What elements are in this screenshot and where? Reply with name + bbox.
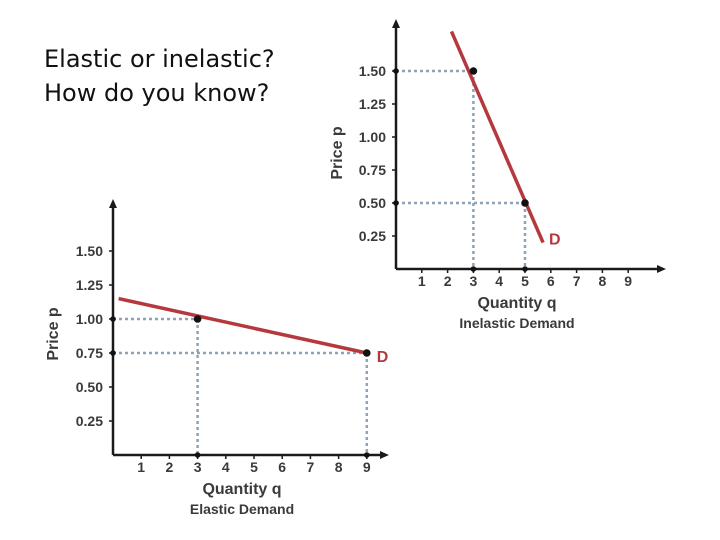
elastic-y-tick-label: 1.25 xyxy=(76,277,103,293)
inelastic-x-tick-label: 8 xyxy=(599,273,607,289)
inelastic-x-tick-label: 9 xyxy=(624,273,632,289)
elastic-points xyxy=(110,315,371,458)
elastic-x-axis-marker xyxy=(364,452,370,458)
elastic-y-tick-label: 0.75 xyxy=(76,345,103,361)
inelastic-y-axis-marker xyxy=(393,200,399,206)
elastic-x-tick-label: 8 xyxy=(335,459,343,475)
inelastic-curve-label: D xyxy=(549,232,561,249)
inelastic-x-tick-label: 5 xyxy=(521,273,529,289)
inelastic-x-tick-label: 7 xyxy=(573,273,581,289)
elastic-demand-chart: 0.25 0.50 0.75 1.00 1.25 1.50 1 2 3 4 5 6 7 8 9 D Pri… xyxy=(45,199,389,517)
inelastic-y-tick-label: 0.25 xyxy=(359,228,386,244)
title-line-1: Elastic or inelastic? xyxy=(44,45,275,73)
inelastic-demand-curve xyxy=(449,30,545,244)
elastic-curve-label: D xyxy=(377,349,389,366)
title-line-2: How do you know? xyxy=(44,79,270,107)
inelastic-x-tick-label: 2 xyxy=(444,273,452,289)
inelastic-x-axis-marker xyxy=(522,266,528,272)
elastic-demand-curve xyxy=(118,296,368,355)
inelastic-x-tick-label: 4 xyxy=(495,273,503,289)
elastic-data-point xyxy=(193,315,202,323)
elastic-y-tick-label: 0.25 xyxy=(76,413,103,429)
elastic-x-axis-label: Quantity q xyxy=(202,481,281,498)
elastic-x-ticks: 1 2 3 4 5 6 7 8 9 xyxy=(137,455,371,475)
elastic-y-tick-label: 1.00 xyxy=(76,311,103,327)
elastic-y-tick-label: 0.50 xyxy=(76,379,103,395)
elastic-y-axis-label: Price p xyxy=(45,307,62,361)
elastic-x-tick-label: 9 xyxy=(363,459,371,475)
inelastic-y-ticks: 0.25 0.50 0.75 1.00 1.25 1.50 xyxy=(359,63,396,244)
inelastic-x-axis-marker xyxy=(470,266,477,272)
elastic-x-tick-label: 7 xyxy=(307,459,315,475)
inelastic-x-tick-label: 6 xyxy=(547,273,555,289)
elastic-data-point xyxy=(363,349,371,357)
inelastic-y-tick-label: 1.50 xyxy=(359,63,386,79)
inelastic-y-tick-label: 0.50 xyxy=(359,195,386,211)
elastic-y-axis-marker xyxy=(110,350,116,356)
elastic-x-tick-label: 3 xyxy=(194,459,202,475)
inelastic-x-tick-label: 1 xyxy=(418,273,426,289)
inelastic-x-tick-label: 3 xyxy=(470,273,478,289)
inelastic-points xyxy=(393,67,529,272)
inelastic-y-axis-label: Price p xyxy=(329,126,346,180)
elastic-y-axis-marker xyxy=(110,316,116,322)
inelastic-data-point xyxy=(469,67,478,75)
inelastic-x-ticks: 1 2 3 4 5 6 7 8 9 xyxy=(418,269,632,289)
elastic-x-axis-marker xyxy=(194,452,201,458)
inelastic-y-tick-label: 0.75 xyxy=(359,162,386,178)
inelastic-y-axis-marker xyxy=(393,68,399,74)
inelastic-demand-chart: 0.25 0.50 0.75 1.00 1.25 1.50 1 2 3 4 5 6 7 8 9 D Pri… xyxy=(329,19,666,331)
inelastic-y-tick-label: 1.25 xyxy=(359,96,386,112)
elastic-series: D xyxy=(118,296,389,366)
slide-title: Elastic or inelastic? How do you know? xyxy=(44,42,314,110)
elastic-chart-title: Elastic Demand xyxy=(190,501,294,517)
elastic-x-tick-label: 1 xyxy=(137,459,145,475)
elastic-x-tick-label: 6 xyxy=(278,459,286,475)
inelastic-chart-title: Inelastic Demand xyxy=(459,315,574,331)
inelastic-x-axis-label: Quantity q xyxy=(477,295,556,312)
elastic-y-ticks: 0.25 0.50 0.75 1.00 1.25 1.50 xyxy=(76,243,113,429)
elastic-guides xyxy=(113,317,369,455)
elastic-x-tick-label: 5 xyxy=(250,459,258,475)
inelastic-guides xyxy=(396,69,527,269)
elastic-y-tick-label: 1.50 xyxy=(76,243,103,259)
inelastic-series: D xyxy=(449,30,561,249)
elastic-x-tick-label: 2 xyxy=(166,459,174,475)
inelastic-y-tick-label: 1.00 xyxy=(359,129,386,145)
elastic-x-tick-label: 4 xyxy=(222,459,230,475)
inelastic-data-point xyxy=(521,199,529,207)
